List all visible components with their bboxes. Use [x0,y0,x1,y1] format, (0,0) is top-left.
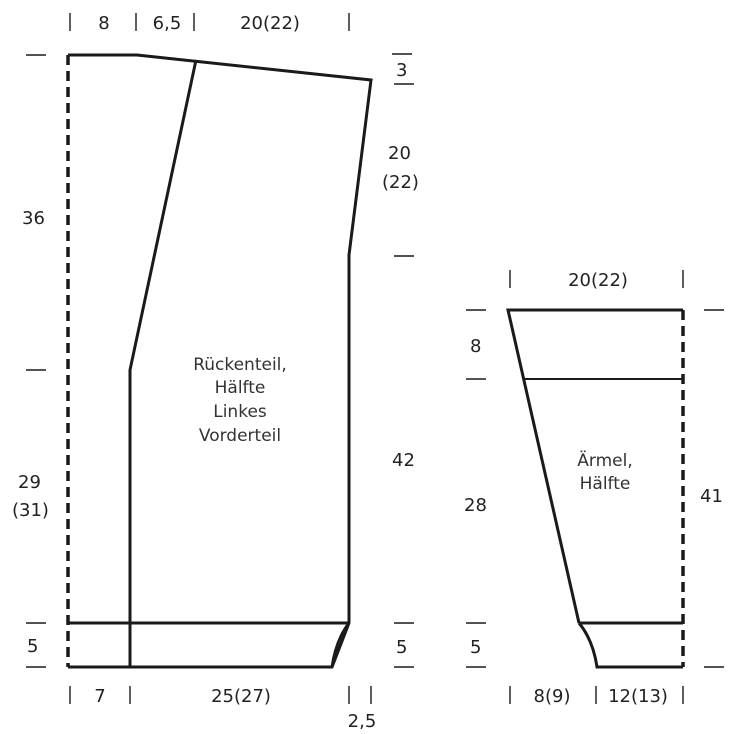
dim-top-6-5: 6,5 [153,13,182,34]
top-width-dimensions: 8 6,5 20(22) [69,13,350,34]
piece-label-line-3: Linkes [213,402,267,422]
dim-sleeve-cuff-top: 8 [470,336,481,357]
dim-bottom-2-5: 2,5 [348,711,377,732]
dim-upper-36: 36 [22,208,45,229]
dim-top-8: 8 [98,13,109,34]
back-front-piece: Rückenteil, Hälfte Linkes Vorderteil [66,53,373,669]
piece-label-line-1: Rückenteil, [193,355,287,375]
dim-sleeve-bottom-1: 8(9) [534,686,571,707]
dim-side-1: 29 [18,472,41,493]
bottom-dimensions: 7 25(27) 2,5 [69,686,377,732]
sleeve-dimensions: 20(22) 8 28 5 41 8(9) 12(13) [464,270,724,707]
dim-side-2: (31) [12,500,49,521]
right-dimensions: 3 20 (22) 42 5 [382,53,419,668]
dim-bottom-25-27: 25(27) [211,686,271,707]
dim-hem-left: 5 [27,636,38,657]
hem-curve [330,622,351,668]
dim-sleeve-28: 28 [464,495,487,516]
dim-sleeve-cuff-bottom: 5 [470,637,481,658]
dim-hem-right: 5 [396,637,407,658]
dim-shoulder-drop: 3 [396,60,407,81]
piece-label-line-4: Vorderteil [199,426,281,446]
dim-armhole-2: (22) [382,172,419,193]
sleeve-piece: Ärmel, Hälfte [506,308,685,669]
dim-armhole-1: 20 [388,143,411,164]
dim-sleeve-top: 20(22) [568,270,628,291]
dim-body-42: 42 [392,450,415,471]
sleeve-label-line-1: Ärmel, [577,450,632,471]
dim-sleeve-bottom-2: 12(13) [608,686,668,707]
sleeve-cuff-curve [577,622,683,669]
front-neckline [128,59,198,667]
dim-sleeve-41: 41 [700,486,723,507]
dim-bottom-7: 7 [94,686,105,707]
piece-label-line-2: Hälfte [215,378,266,398]
left-dimensions: 36 29 (31) 5 [12,54,49,668]
sleeve-label-line-2: Hälfte [580,474,631,494]
sleeve-outline [506,308,683,624]
dim-top-20-22: 20(22) [240,13,300,34]
